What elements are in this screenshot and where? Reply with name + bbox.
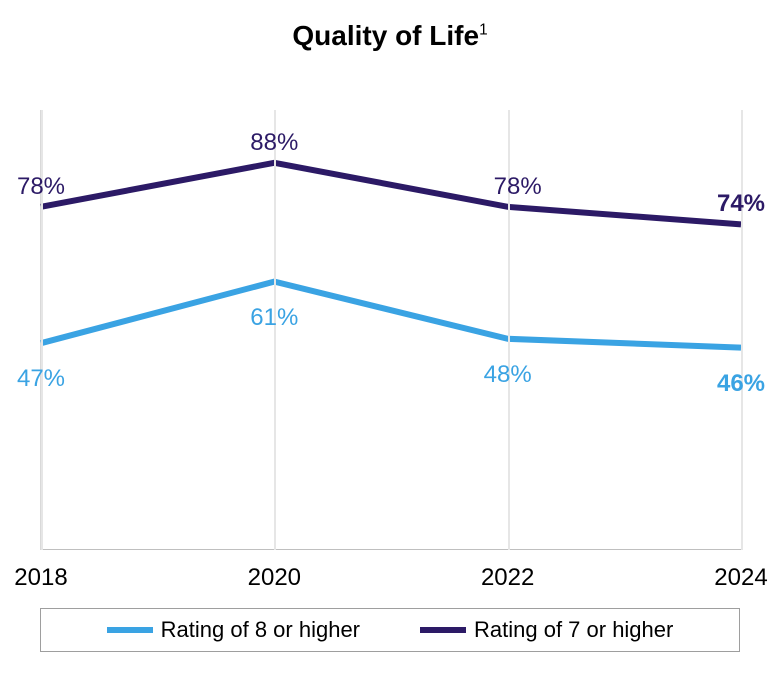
series-line-rating8	[41, 282, 741, 348]
x-axis-label: 2024	[714, 564, 767, 592]
x-axis-label: 2018	[14, 564, 67, 592]
grid-line	[741, 110, 743, 550]
data-label: 46%	[717, 370, 765, 398]
legend-label: Rating of 8 or higher	[161, 617, 360, 643]
quality-of-life-chart: Quality of Life1 47% 61% 48% 46% 78% 88% 78% 74…	[0, 0, 780, 684]
data-label: 88%	[250, 129, 298, 157]
data-label: 78%	[17, 173, 65, 201]
data-label: 47%	[17, 365, 65, 393]
data-label: 78%	[494, 173, 542, 201]
legend-label: Rating of 7 or higher	[474, 617, 673, 643]
legend: Rating of 8 or higher Rating of 7 or high…	[40, 608, 740, 652]
series-line-rating7	[41, 163, 741, 225]
legend-swatch	[420, 627, 466, 633]
legend-item-rating8: Rating of 8 or higher	[107, 617, 360, 643]
line-series-svg	[41, 110, 741, 550]
data-label: 48%	[484, 361, 532, 389]
x-axis-label: 2022	[481, 564, 534, 592]
plot-area: 47%61%48%46%78%88%78%74%2018202020222024	[40, 110, 741, 550]
x-axis-label: 2020	[248, 564, 301, 592]
chart-title-footnote: 1	[479, 22, 488, 39]
x-axis-baseline	[41, 549, 741, 550]
chart-title-main: Quality of Life	[292, 20, 479, 51]
chart-title: Quality of Life1	[0, 20, 780, 52]
legend-item-rating7: Rating of 7 or higher	[420, 617, 673, 643]
legend-swatch	[107, 627, 153, 633]
data-label: 61%	[250, 304, 298, 332]
data-label: 74%	[717, 190, 765, 218]
